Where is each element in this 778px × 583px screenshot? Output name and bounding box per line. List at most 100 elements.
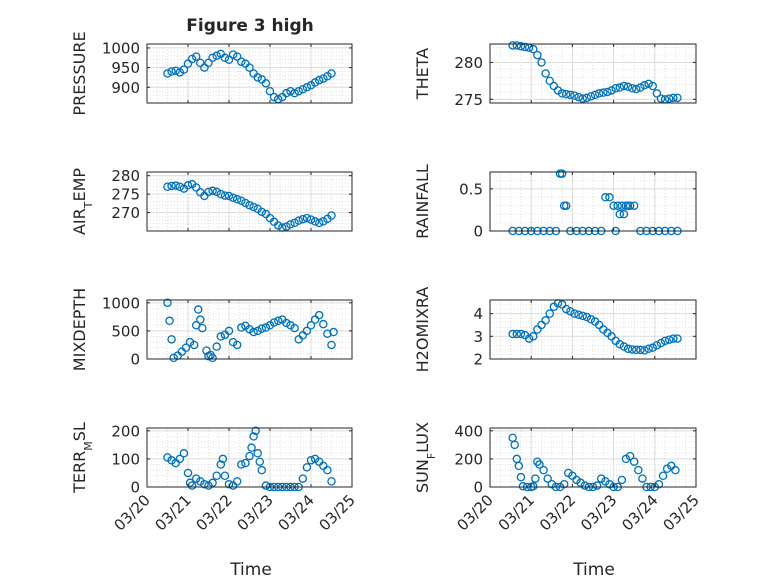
panel-terr-msl-y-tick-label: 200	[111, 422, 140, 440]
panel-rainfall-point	[613, 201, 622, 210]
panel-terr-msl-point	[327, 477, 336, 486]
panel-air-temp-point	[228, 193, 238, 203]
panel-terr-msl-point	[224, 479, 234, 489]
panel-rainfall-point	[629, 201, 639, 210]
panel-air-temp-point	[220, 191, 230, 200]
panel-air-temp-point	[302, 213, 312, 223]
panel-h2omixra-point	[615, 339, 625, 349]
panel-sun-flux-y-axis-label: SUNFLUX	[413, 422, 438, 493]
panel-sun-flux-y-tick-label: 200	[454, 450, 483, 468]
panel-mixdepth-plot-area	[147, 300, 352, 359]
panel-air-temp-y-tick-label: 280	[111, 167, 140, 185]
panel-terr-msl-point	[237, 460, 246, 469]
panel-terr-msl-point	[249, 432, 258, 441]
panel-pressure-point	[167, 67, 176, 76]
panel-theta-point	[673, 93, 682, 103]
panel-mixdepth-point	[167, 335, 176, 344]
panel-pressure-point	[237, 57, 246, 66]
panel-mixdepth-point	[163, 298, 172, 308]
panel-h2omixra-point	[660, 336, 670, 346]
panel-air-temp-point	[273, 221, 283, 230]
panel-theta-point	[664, 94, 674, 103]
panel-sun-flux-point	[514, 461, 524, 471]
panel-pressure-point	[245, 63, 254, 72]
panel-terr-msl-y-tick-label: 0	[130, 479, 140, 497]
panel-h2omixra-y-tick-label: 4	[473, 305, 483, 323]
panel-mixdepth-point	[329, 327, 338, 337]
panel-pressure-point	[290, 88, 299, 98]
x-axis-label-right: Time	[572, 560, 615, 580]
panel-sun-flux-x-tick-label: 03/23	[577, 491, 620, 534]
panel-h2omixra-point	[586, 315, 596, 324]
panel-theta-point	[508, 41, 517, 50]
panel-terr-msl-point	[255, 457, 264, 466]
panel-terr-msl-point	[302, 463, 312, 472]
panel-h2omixra-point	[644, 344, 653, 354]
panel-theta-point	[656, 94, 666, 103]
panel-mixdepth-y-axis-label: MIXDEPTH	[70, 288, 89, 371]
panel-sun-flux-point	[580, 481, 590, 490]
panel-sun-flux-point	[531, 474, 540, 483]
panel-pressure-point	[327, 69, 336, 78]
panel-mixdepth-point	[319, 319, 328, 329]
panel-air-temp-point	[286, 220, 295, 229]
panel-mixdepth-point	[261, 323, 271, 332]
panel-pressure-y-tick-label: 950	[111, 59, 140, 77]
panel-air-temp-point	[171, 181, 180, 190]
panel-mixdepth-point	[212, 342, 221, 351]
panel-mixdepth-point	[269, 318, 279, 327]
panel-pressure-axes-box	[146, 43, 353, 104]
panel-theta-point	[648, 81, 657, 91]
panel-theta-point	[533, 50, 542, 60]
panel-h2omixra-point	[508, 329, 517, 339]
panel-mixdepth-point	[314, 310, 324, 320]
panel-mixdepth-point	[181, 343, 191, 353]
panel-sun-flux-point	[658, 471, 668, 481]
panel-terr-msl-point	[298, 474, 308, 483]
panel-pressure-point	[200, 63, 209, 72]
panel-mixdepth-point	[169, 353, 178, 363]
panel-pressure-point	[294, 86, 303, 96]
panel-mixdepth-point	[327, 340, 336, 350]
panel-sun-flux-y-tick-label: 0	[473, 479, 483, 497]
panel-terr-msl-axes-box	[146, 427, 353, 488]
panel-pressure-point	[253, 73, 262, 82]
panel-pressure-point	[302, 83, 312, 92]
panel-rainfall-point	[609, 201, 618, 210]
panel-terr-msl-x-tick-label: 03/23	[234, 491, 277, 534]
panel-rainfall-point	[601, 193, 610, 202]
panel-sun-flux-y-tick-label: 400	[454, 422, 483, 440]
panel-terr-msl-point	[306, 456, 316, 465]
panel-rainfall-y-tick-label: 0	[473, 223, 483, 241]
panel-mixdepth-point	[196, 315, 205, 324]
panel-theta-point	[590, 90, 600, 100]
panel-terr-msl-point	[200, 479, 209, 489]
panel-terr-msl-point	[257, 465, 267, 475]
panel-h2omixra-point	[632, 345, 641, 355]
panel-pressure-point	[204, 58, 213, 68]
panel-air-temp-point	[306, 215, 316, 224]
panel-theta-axes-box	[489, 43, 697, 104]
panel-sun-flux-point	[510, 440, 519, 450]
panel-mixdepth-y-tick-label: 0	[130, 351, 140, 369]
panel-mixdepth-point	[224, 326, 234, 336]
panel-sun-flux-point	[654, 479, 664, 489]
panel-air-temp-point	[282, 222, 291, 231]
panel-air-temp-point	[294, 216, 303, 225]
panel-air-temp-point	[298, 214, 308, 224]
panel-terr-msl-x-tick-label: 03/20	[111, 491, 154, 534]
panel-pressure-point	[208, 53, 217, 63]
panel-terr-msl-x-tick-label: 03/24	[275, 491, 318, 534]
panel-terr-msl-point	[216, 460, 226, 469]
panel-h2omixra-point	[640, 346, 649, 355]
panel-theta-point	[561, 89, 571, 99]
panel-h2omixra-point	[561, 304, 571, 314]
panel-terr-msl-point	[251, 426, 260, 436]
panel-rainfall-point	[619, 209, 629, 219]
panel-air-temp-point	[167, 181, 176, 191]
panel-air-temp-point	[327, 211, 336, 220]
panel-pressure-point	[310, 78, 320, 87]
panel-theta-point	[607, 86, 616, 95]
panel-mixdepth-point	[302, 326, 312, 336]
panel-pressure-y-tick-label: 900	[111, 79, 140, 97]
